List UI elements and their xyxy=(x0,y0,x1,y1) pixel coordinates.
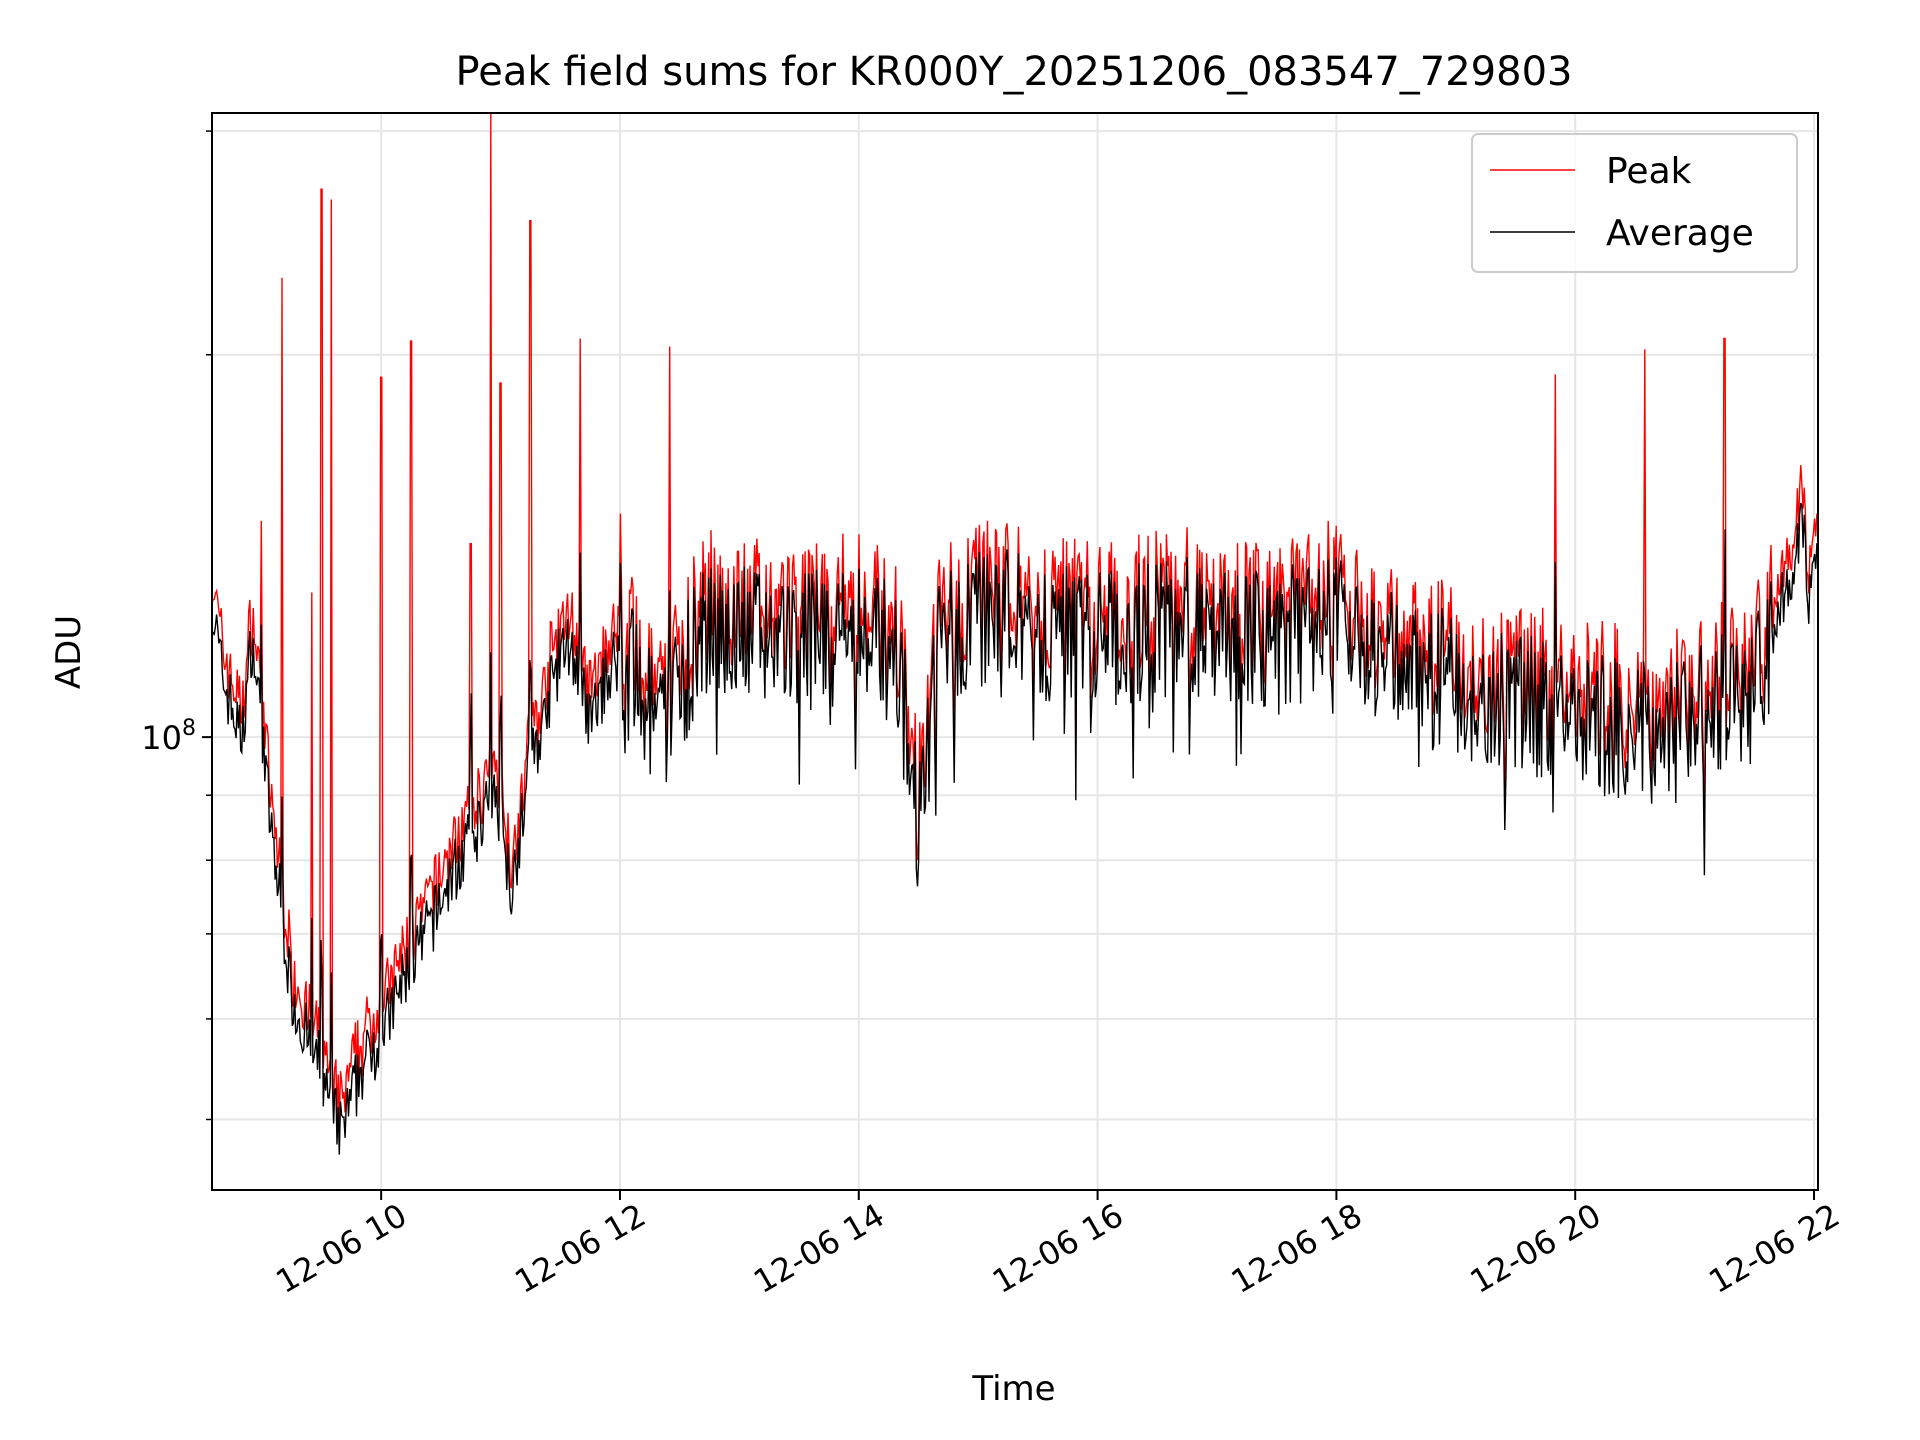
series-line-average xyxy=(211,502,1819,1155)
legend: Peak Average xyxy=(1471,133,1798,273)
legend-label-average: Average xyxy=(1606,213,1754,254)
x-axis-label: Time xyxy=(971,1369,1055,1409)
series-layer xyxy=(211,112,1819,1155)
y-tick-base: 10 xyxy=(141,719,182,757)
gridlines xyxy=(212,113,1818,1190)
y-axis-label: ADU xyxy=(49,615,89,689)
legend-box xyxy=(1471,133,1798,273)
y-tick-exponent: 8 xyxy=(182,716,196,741)
y-tick-label: 108 xyxy=(141,716,196,757)
legend-label-peak: Peak xyxy=(1606,151,1692,192)
chart-title: Peak field sums for KR000Y_20251206_0835… xyxy=(456,49,1573,95)
plot-frame xyxy=(211,112,1819,1191)
